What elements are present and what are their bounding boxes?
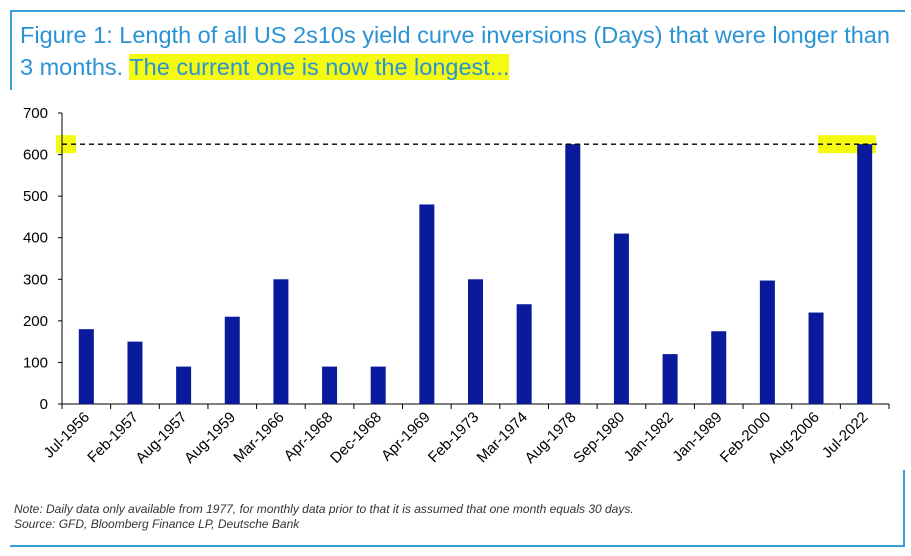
x-tick-label: Jan-1989 (669, 409, 725, 465)
x-tick-label: Mar-1974 (474, 409, 531, 466)
right-rule (903, 470, 905, 546)
x-tick-label: Aug-1959 (181, 409, 239, 467)
bar (419, 204, 435, 404)
bar (176, 366, 192, 404)
bar (516, 304, 532, 404)
y-tick-label: 600 (23, 147, 48, 164)
bar (322, 366, 338, 404)
x-tick-label: Aug-1957 (132, 409, 190, 467)
y-tick-label: 0 (40, 396, 48, 413)
x-tick-label: Dec-1968 (327, 409, 385, 467)
bar (370, 366, 386, 404)
x-tick-label: Aug-1978 (522, 409, 580, 467)
x-tick-label: Apr-1969 (378, 409, 434, 465)
y-tick-label: 700 (23, 105, 48, 122)
x-tick-label: Feb-1973 (425, 409, 482, 466)
bar-chart: 0100200300400500600700Jul-1956Feb-1957Au… (23, 105, 890, 467)
footnote: Note: Daily data only available from 197… (14, 502, 634, 532)
bottom-rule (10, 545, 905, 547)
x-tick-label: Aug-2006 (765, 409, 823, 467)
bar (613, 233, 629, 404)
bar (662, 354, 678, 404)
bar (273, 279, 289, 404)
footnote-note: Note: Daily data only available from 197… (14, 502, 634, 516)
footnote-source: Source: GFD, Bloomberg Finance LP, Deuts… (14, 517, 300, 531)
x-tick-label: Mar-1966 (230, 409, 287, 466)
x-tick-label: Feb-1957 (84, 409, 141, 466)
y-tick-label: 300 (23, 271, 48, 288)
bar (759, 280, 775, 404)
figure-title-highlight: The current one is now the longest... (129, 54, 510, 80)
bar (224, 316, 240, 404)
bar (565, 144, 581, 404)
figure-title-text: Figure 1: Length of all US 2s10s yield c… (20, 22, 890, 80)
y-tick-label: 200 (23, 313, 48, 330)
y-tick-label: 500 (23, 188, 48, 205)
figure-title: Figure 1: Length of all US 2s10s yield c… (20, 19, 900, 83)
x-tick-label: Sep-1980 (570, 409, 628, 467)
x-tick-label: Feb-2000 (717, 409, 774, 466)
bar (127, 341, 143, 404)
bar (857, 144, 873, 404)
x-tick-label: Jan-1982 (621, 409, 677, 465)
bar (711, 331, 727, 404)
x-tick-label: Jul-2022 (819, 409, 872, 462)
bar (78, 329, 94, 404)
bar (808, 312, 824, 404)
y-tick-label: 400 (23, 230, 48, 247)
top-rule (10, 10, 905, 12)
bar (468, 279, 483, 404)
left-rule (10, 10, 12, 90)
y-tick-label: 100 (23, 354, 48, 371)
